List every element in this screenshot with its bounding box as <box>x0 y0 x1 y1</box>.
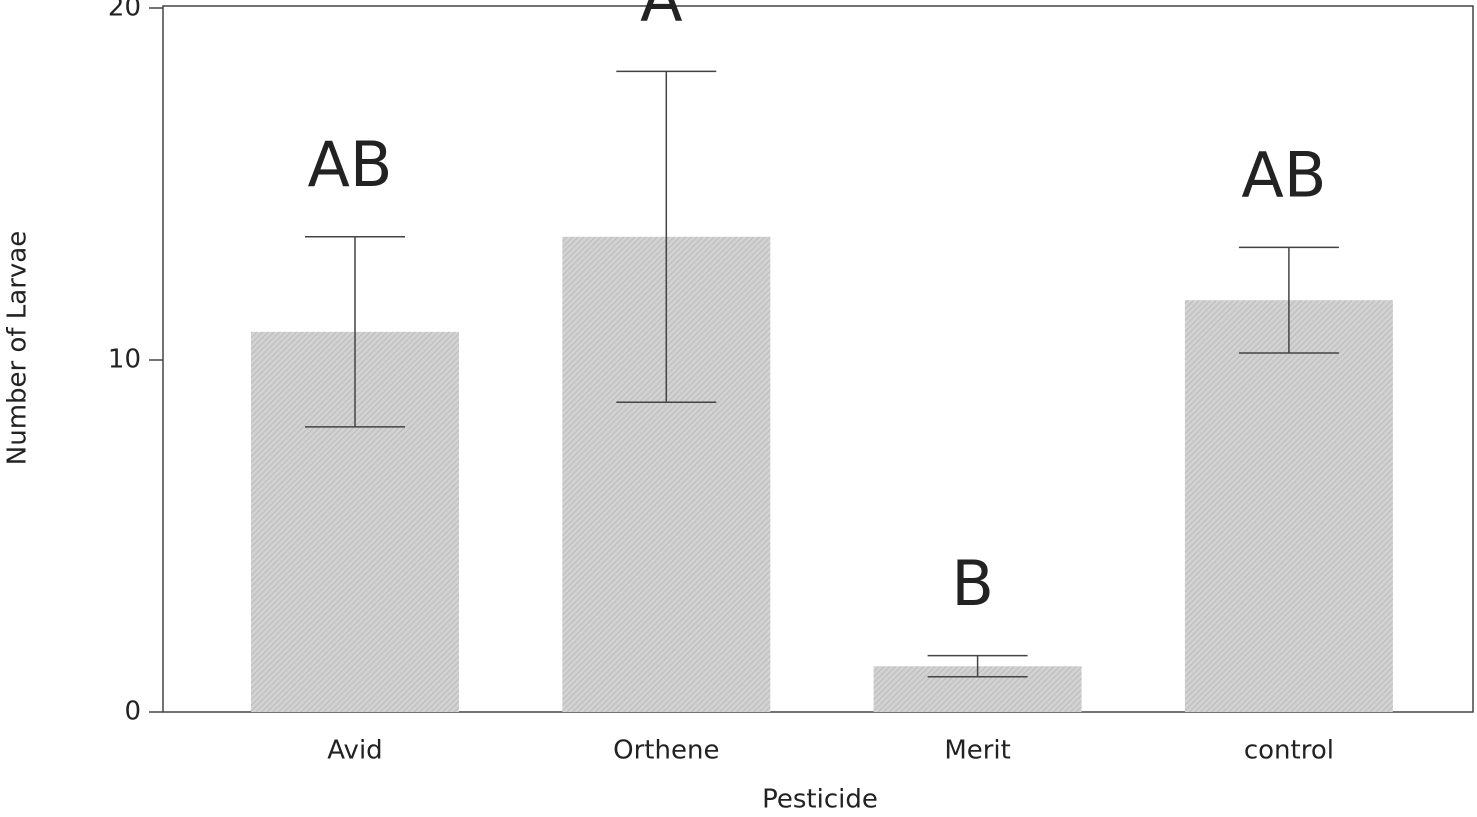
x-tick-label: Merit <box>944 736 1011 766</box>
group-letter: B <box>951 547 994 620</box>
x-tick-label: Orthene <box>613 736 719 766</box>
bar <box>1184 300 1393 712</box>
error-bar <box>305 236 405 428</box>
group-letter: AB <box>308 128 393 201</box>
y-tick-label: 10 <box>108 345 141 375</box>
x-axis-label: Pesticide <box>762 785 878 815</box>
plot-frame <box>162 5 1474 713</box>
error-bar <box>927 654 1028 678</box>
y-axis-label: Number of Larvae <box>3 231 33 465</box>
x-tick-label: Avid <box>327 736 382 766</box>
x-tick-label: control <box>1244 736 1334 766</box>
error-bar <box>616 70 717 403</box>
y-tick-label: 0 <box>124 697 141 727</box>
group-letter: AB <box>1241 138 1326 211</box>
error-bar <box>1238 246 1339 354</box>
y-tick-label: 20 <box>108 0 141 23</box>
group-letter: A <box>640 0 682 35</box>
